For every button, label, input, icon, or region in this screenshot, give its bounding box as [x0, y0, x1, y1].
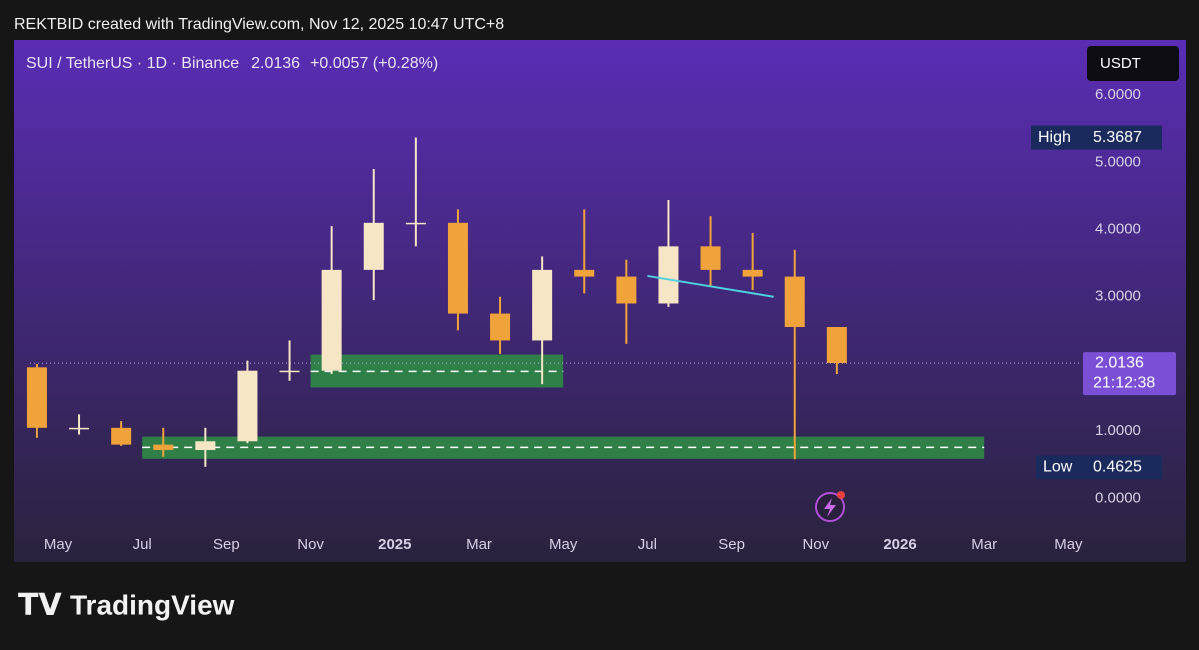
legend-price: 2.0136: [251, 55, 300, 72]
candle-body: [363, 222, 384, 270]
candle-body: [279, 370, 300, 373]
candle-body: [111, 427, 132, 445]
candle-body: [532, 269, 553, 341]
x-tick-label: Mar: [971, 536, 997, 553]
x-tick-label: Nov: [802, 536, 829, 553]
candle-body: [574, 269, 595, 277]
y-tick-label: 5.0000: [1095, 153, 1141, 170]
x-tick-label: May: [1054, 536, 1083, 553]
high-marker-label: High: [1038, 129, 1071, 146]
x-tick-label: Jul: [638, 536, 657, 553]
chart-panel: [14, 40, 1186, 562]
candle-body: [826, 327, 847, 364]
candle-body: [321, 269, 342, 371]
header: REKTBID created with TradingView.com, No…: [14, 16, 504, 33]
candle-body: [447, 222, 468, 314]
x-tick-label: 2026: [883, 536, 916, 553]
x-tick-label: May: [44, 536, 73, 553]
candle-body: [490, 313, 511, 341]
price-label: 2.0136: [1095, 354, 1144, 371]
candle-body: [69, 427, 90, 430]
candle-body: [700, 246, 721, 270]
candle-body: [616, 276, 637, 304]
legend: SUI / TetherUS · 1D · Binance 2.0136 +0.00…: [26, 55, 438, 72]
legend-change: +0.0057 (+0.28%): [310, 55, 438, 72]
x-tick-label: May: [549, 536, 578, 553]
price-box: [1083, 352, 1176, 396]
y-tick-label: 6.0000: [1095, 86, 1141, 103]
currency-button[interactable]: [1087, 46, 1179, 81]
currency[interactable]: USDT: [1100, 55, 1141, 72]
x-tick-label: 2025: [378, 536, 411, 553]
candle-body: [658, 246, 679, 304]
trendline: [647, 274, 774, 298]
x-tick-label: Nov: [297, 536, 324, 553]
x-tick-label: Sep: [718, 536, 745, 553]
y-tick-label: 3.0000: [1095, 288, 1141, 305]
logo: TradingView: [70, 589, 235, 620]
alert-icon[interactable]: [815, 491, 845, 522]
y-tick-label: 4.0000: [1095, 221, 1141, 238]
candle-body: [153, 444, 174, 451]
high-marker-box: [1031, 125, 1162, 150]
candle-body: [195, 441, 216, 451]
x-tick-label: Mar: [466, 536, 492, 553]
high-marker-value: 5.3687: [1093, 129, 1142, 146]
low-marker-box: [1036, 455, 1162, 480]
countdown: 21:12:38: [1093, 374, 1155, 391]
logo-icon: 𝗧𝗩: [18, 589, 62, 622]
y-tick-label: 0.0000: [1095, 489, 1141, 506]
low-marker-label: Low: [1043, 459, 1073, 476]
candle-body: [784, 276, 805, 328]
x-tick-label: Sep: [213, 536, 240, 553]
candle-body: [237, 370, 258, 442]
candle-body: [26, 367, 47, 428]
candle-body: [405, 222, 426, 225]
y-tick-label: 1.0000: [1095, 422, 1141, 439]
legend-title: SUI / TetherUS · 1D · Binance: [26, 55, 239, 72]
low-marker-value: 0.4625: [1093, 459, 1142, 476]
candle-body: [742, 269, 763, 277]
x-tick-label: Jul: [133, 536, 152, 553]
